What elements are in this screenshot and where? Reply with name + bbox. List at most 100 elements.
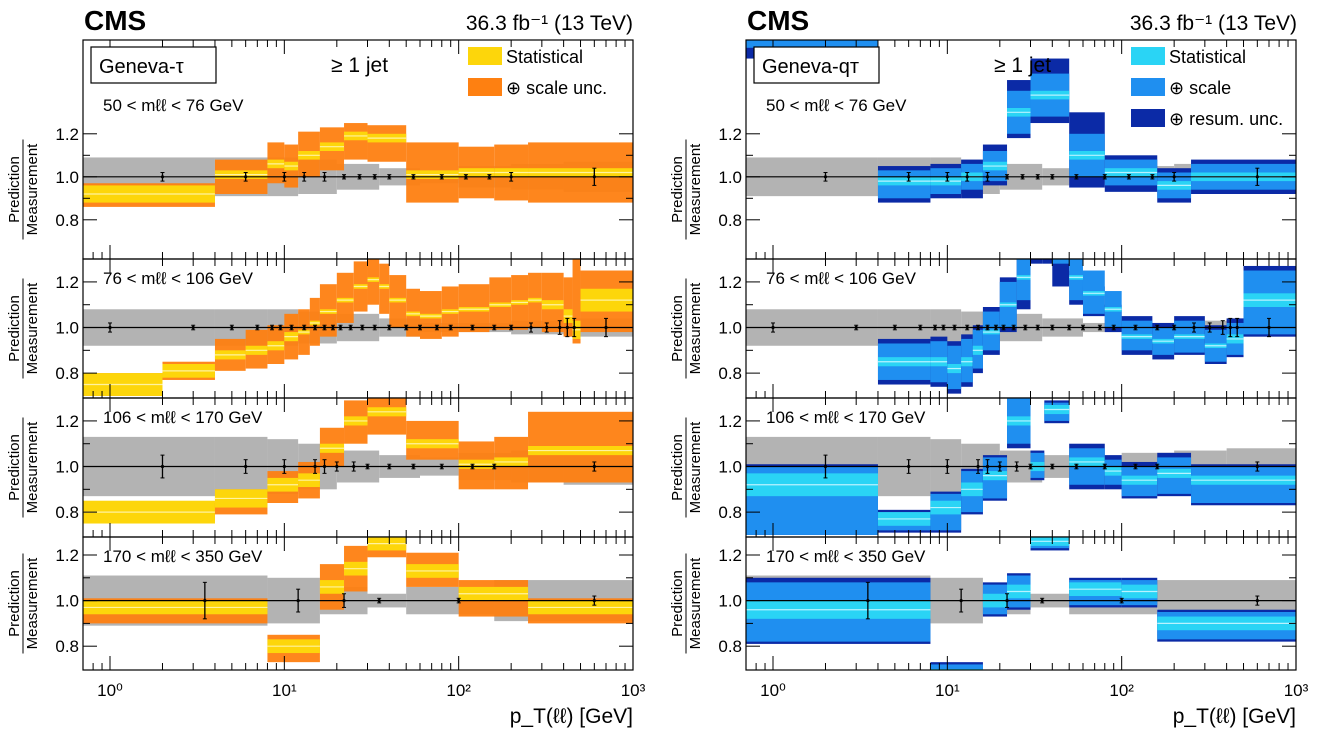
measurement-point [945,175,949,179]
mass-range-label: 76 < mℓℓ < 106 GeV [103,269,254,288]
measurement-point [1074,464,1079,469]
statistical-uncertainty-bar [1042,188,1052,193]
scale-uncertainty-bar [1191,466,1296,503]
ratio-panel [83,398,633,524]
measurement-point [1103,464,1107,469]
measurement-point [357,175,362,179]
y-tick-label: 1.0 [55,319,79,338]
x-tick-label: 10¹ [272,681,297,700]
model-label: Geneva-τ [99,56,184,78]
measurement-point [1001,325,1006,330]
measurement-point [302,325,306,330]
y-axis-label: Prediction Measurement [669,417,704,518]
mass-range-label: 50 < mℓℓ < 76 GeV [103,96,244,115]
measurement-point [959,598,963,603]
measurement-point [191,325,195,330]
measurement-point [349,325,353,330]
measurement-point [529,325,533,330]
measurement-point [387,325,391,330]
measurement-point [1208,325,1212,330]
measurement-point [1050,325,1054,330]
measurement-point [342,175,346,179]
measurement-point [893,325,897,330]
measurement-point [1050,464,1054,469]
y-tick-label: 0.8 [718,503,742,522]
measurement-point [289,325,294,330]
y-axis-label-numerator: Prediction [6,295,23,362]
measurement-point [1040,598,1044,603]
mass-range-label: 50 < mℓℓ < 76 GeV [766,96,907,115]
measurement-point [464,175,468,179]
measurement-point [1221,325,1225,330]
y-tick-label: 1.0 [718,319,742,338]
mass-range-label: 106 < mℓℓ < 170 GeV [766,408,926,427]
x-tick-label: 10³ [621,681,646,700]
measurement-point [313,464,317,469]
luminosity-label-left: 36.3 fb⁻¹ (13 TeV) [466,12,633,35]
legend-label: Statistical [506,47,583,67]
measurement-point [1228,325,1232,330]
measurement-point [322,175,327,179]
y-tick-label: 1.0 [55,592,79,611]
measurement-point [592,598,596,603]
measurement-point [322,464,327,469]
measurement-point [866,598,870,603]
measurement-point [1036,175,1040,179]
y-axis-label-numerator: Prediction [6,434,23,501]
measurement-point [1020,175,1025,179]
measurement-point [302,175,306,179]
y-axis-label-numerator: Prediction [669,295,686,362]
measurement-point [377,598,381,603]
y-tick-label: 1.2 [718,546,742,565]
measurement-point [352,464,356,469]
ratio-panel [746,398,1296,535]
measurement-point [108,325,112,330]
mass-range-label: 170 < mℓℓ < 350 GeV [103,547,263,566]
legend-label: Statistical [1169,47,1246,67]
measurement-point [907,464,911,469]
measurement-point [492,325,496,330]
x-axis-label: p_T(ℓℓ) [GeV] [510,705,633,728]
model-label-box [90,46,217,84]
measurement-point [907,175,911,179]
measurement-point [1005,175,1009,179]
measurement-point [360,325,364,330]
measurement-point [230,325,234,330]
y-tick-label: 1.0 [718,592,742,611]
x-tick-label: 10¹ [935,681,960,700]
resummation-uncertainty-bar [746,198,878,253]
scale-uncertainty-bar [746,40,878,48]
resummation-uncertainty-bar [1052,259,1070,287]
measurement-point [244,175,248,179]
measurement-point [365,464,370,469]
mass-range-label: 106 < mℓℓ < 170 GeV [103,408,263,427]
mass-range-label: 76 < mℓℓ < 106 GeV [766,269,917,288]
measurement-point [160,175,165,179]
y-axis-label-numerator: Prediction [669,156,686,223]
measurement-point [823,464,828,469]
y-axis-label: Prediction Measurement [669,139,704,240]
y-tick-label: 1.0 [55,458,79,477]
measurement-point [470,464,475,469]
y-axis-label-numerator: Prediction [6,570,23,637]
measurement-point [604,325,608,330]
measurement-point [1133,464,1138,469]
measurement-point [994,325,998,330]
measurement-point [565,325,569,330]
y-tick-label: 1.2 [718,273,742,292]
measurement-point [278,325,283,330]
statistical-uncertainty-bar [1031,200,1043,205]
y-axis-label-denominator: Measurement [687,557,704,650]
measurement-point [322,325,327,330]
y-tick-label: 0.8 [55,503,79,522]
measurement-point [1133,325,1138,330]
legend-label: ⊕ scale unc. [506,78,607,98]
y-tick-label: 0.8 [718,637,742,656]
measurement-point [771,325,775,330]
measurement-point [411,175,416,179]
measurement-point [470,325,475,330]
measurement-point [1255,175,1259,179]
measurement-point [592,175,596,179]
measurement-point [976,464,980,469]
